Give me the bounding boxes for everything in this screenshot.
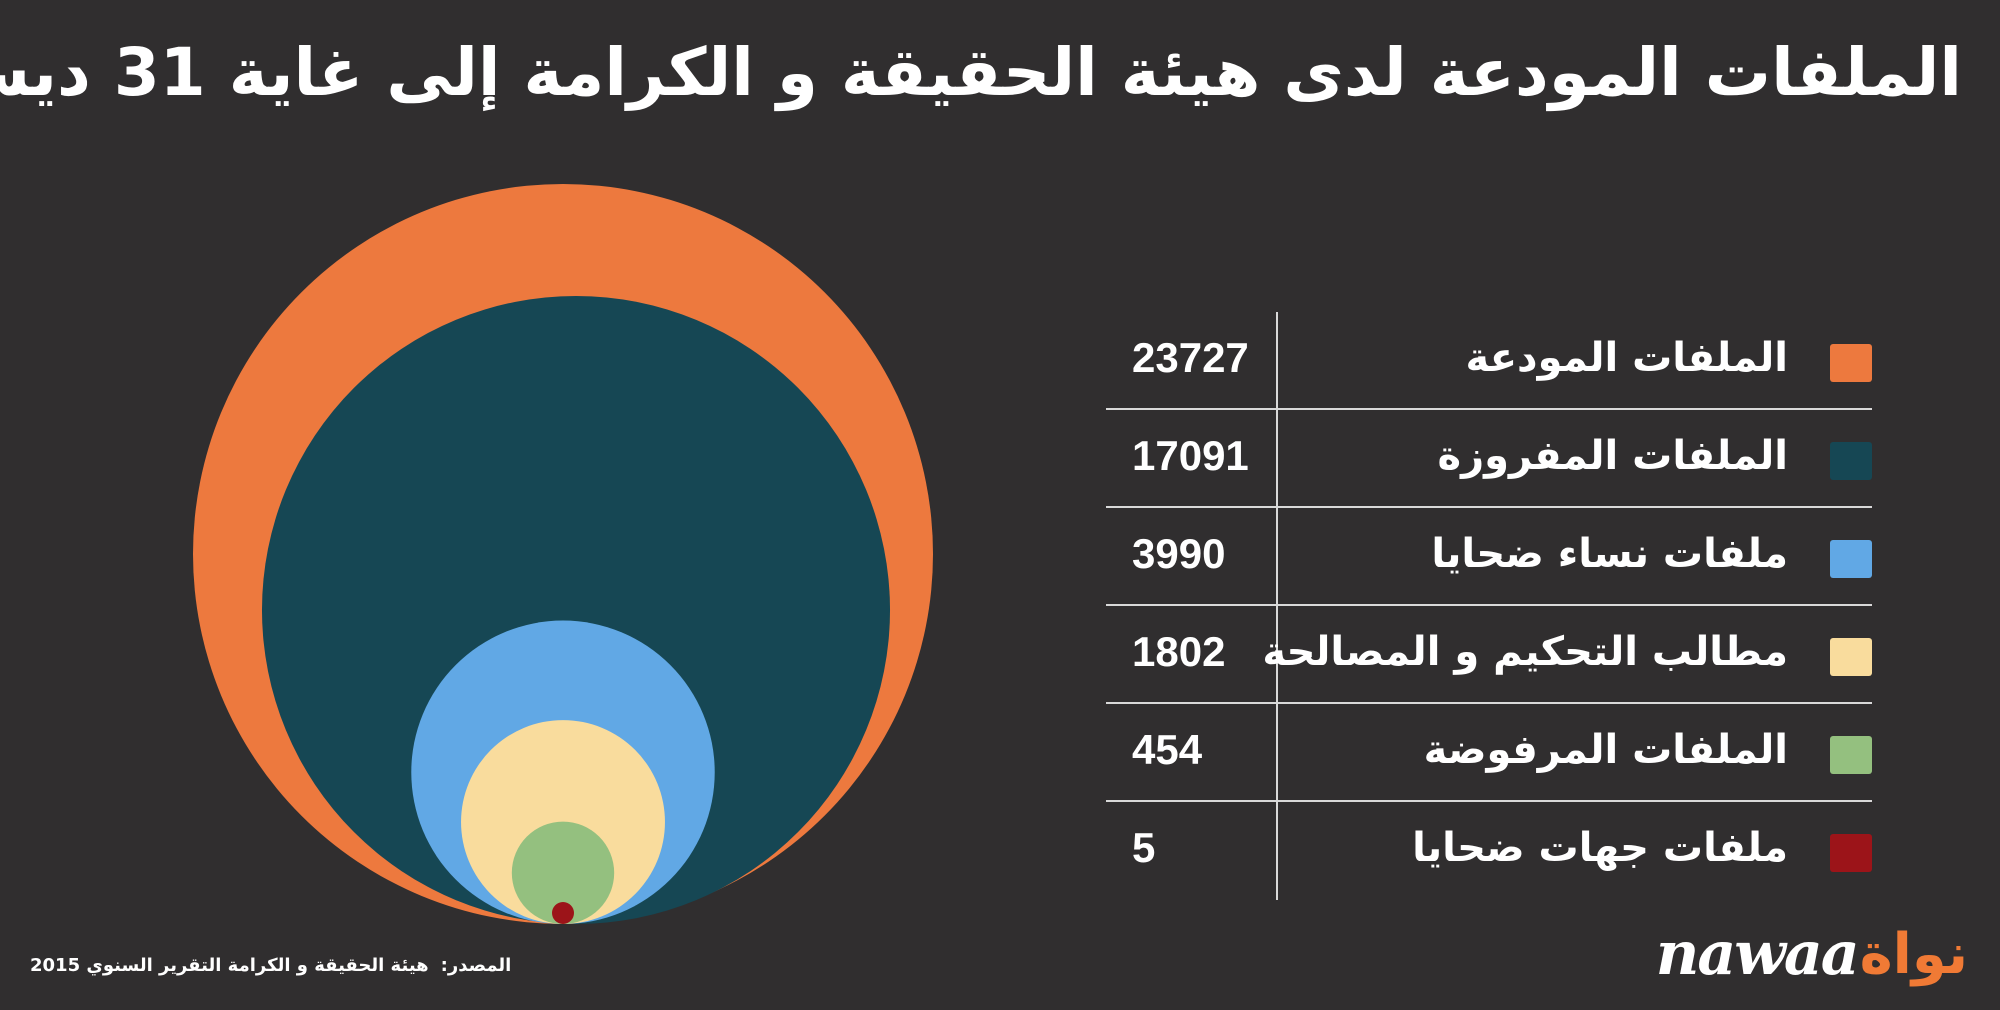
- legend-swatch: [1830, 344, 1872, 382]
- legend-table: الملفات المودعة 23727 الملفات المفروزة 1…: [1106, 312, 1872, 900]
- legend-swatch: [1830, 442, 1872, 480]
- legend-divider: [1276, 312, 1278, 408]
- legend-swatch: [1830, 540, 1872, 578]
- legend-row-sorted: الملفات المفروزة 17091: [1106, 410, 1872, 508]
- legend-value: 454: [1132, 726, 1203, 773]
- legend-value: 1802: [1132, 628, 1226, 675]
- legend-row-rejected: الملفات المرفوضة 454: [1106, 704, 1872, 802]
- page-title: الملفات المودعة لدى هيئة الحقيقة و الكرا…: [0, 34, 1962, 111]
- legend-divider: [1276, 704, 1278, 800]
- legend-row-deposited: الملفات المودعة 23727: [1106, 312, 1872, 410]
- legend-divider: [1276, 606, 1278, 702]
- legend-label: الملفات المودعة: [1465, 335, 1788, 381]
- source-text: هيئة الحقيقة و الكرامة التقرير السنوي 20…: [30, 955, 429, 976]
- source-note: المصدر: هيئة الحقيقة و الكرامة التقرير ال…: [30, 955, 511, 976]
- source-label: المصدر:: [440, 955, 512, 976]
- legend-label: ملفات جهات ضحايا: [1412, 825, 1788, 871]
- legend-row-victim-entities: ملفات جهات ضحايا 5: [1106, 802, 1872, 900]
- logo-arabic: نواة: [1859, 921, 1968, 987]
- legend-divider: [1276, 410, 1278, 506]
- nawaat-logo[interactable]: nawaa نواة: [1656, 918, 1968, 990]
- bubble-5: [552, 902, 574, 924]
- legend-value: 5: [1132, 824, 1156, 871]
- legend-divider: [1276, 508, 1278, 604]
- legend-row-arbitration: مطالب التحكيم و المصالحة 1802: [1106, 606, 1872, 704]
- logo-latin: nawaa: [1655, 919, 1860, 989]
- legend-label: الملفات المفروزة: [1437, 433, 1788, 479]
- legend-row-women-victims: ملفات نساء ضحايا 3990: [1106, 508, 1872, 606]
- legend-label: الملفات المرفوضة: [1423, 727, 1788, 773]
- legend-swatch: [1830, 736, 1872, 774]
- legend-label: ملفات نساء ضحايا: [1431, 531, 1788, 577]
- legend-divider: [1276, 802, 1278, 900]
- legend-value: 3990: [1132, 530, 1226, 577]
- legend-label: مطالب التحكيم و المصالحة: [1262, 629, 1788, 675]
- legend-value: 17091: [1132, 432, 1249, 479]
- legend-value: 23727: [1132, 334, 1249, 381]
- bubble-4: [511, 821, 615, 925]
- legend-swatch: [1830, 834, 1872, 872]
- legend-swatch: [1830, 638, 1872, 676]
